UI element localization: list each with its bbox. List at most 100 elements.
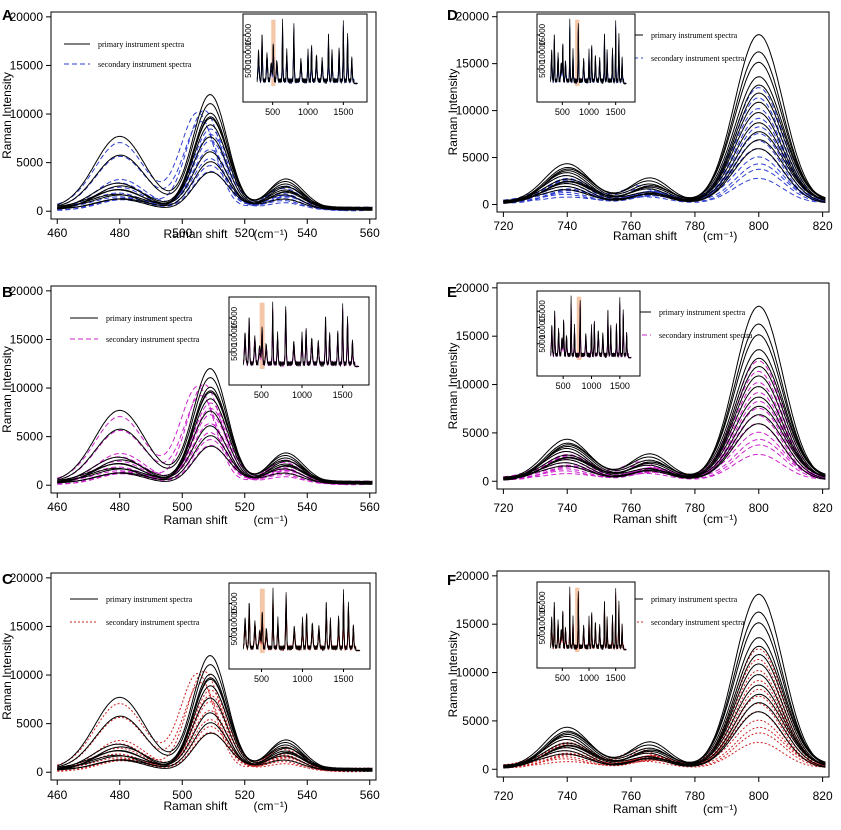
legend-secondary-label: secondary instrument spectra	[651, 54, 745, 63]
primary-spectrum-line	[503, 663, 826, 767]
inset-x-tick-label: 1000	[579, 673, 599, 683]
inset-y-tick-label: 5000	[244, 60, 253, 78]
secondary-spectrum-line	[57, 422, 373, 485]
y-axis-title: Raman Intensity	[0, 346, 14, 433]
secondary-spectrum-line	[57, 133, 373, 210]
primary-spectrum-line	[57, 117, 373, 211]
inset-y-tick-label: 10000	[244, 40, 253, 63]
inset-y-tick-label: 15000	[230, 592, 239, 615]
y-tick-label: 15000	[456, 617, 490, 631]
legend-secondary-label: secondary instrument spectra	[106, 618, 200, 627]
inset-x-tick-label: 1500	[333, 107, 353, 117]
inset-highlight-band	[576, 296, 582, 360]
y-tick-label: 15000	[10, 332, 44, 346]
legend-secondary-label: secondary instrument spectra	[659, 331, 753, 340]
inset-primary-spectrum	[256, 18, 358, 85]
primary-spectrum-line	[503, 702, 826, 768]
x-tick-label: 740	[557, 789, 577, 803]
inset-y-tick-label: 10000	[230, 323, 239, 346]
primary-spectrum-line	[503, 711, 826, 768]
x-tick-label: 720	[493, 501, 513, 515]
legend: primary instrument spectra secondary inst…	[70, 314, 200, 344]
primary-spectrum-line	[503, 305, 826, 479]
secondary-spectrum-line	[503, 381, 826, 479]
x-tick-label: 760	[621, 789, 641, 803]
primary-spectrum-line	[57, 391, 373, 485]
x-tick-label: 540	[297, 226, 317, 240]
primary-spectrum-line	[57, 151, 373, 211]
inset-y-tick-label: 10000	[230, 608, 239, 631]
primary-spectrum-line	[503, 611, 826, 767]
primary-spectrum-line	[503, 357, 826, 481]
legend: primary instrument spectra secondary inst…	[70, 595, 200, 627]
secondary-spectrum-line	[57, 670, 373, 771]
y-tick-label: 10000	[456, 104, 490, 118]
secondary-spectrum-line	[503, 407, 826, 480]
x-tick-label: 540	[297, 788, 317, 802]
y-tick-label: 20000	[456, 10, 490, 24]
y-tick-label: 20000	[10, 10, 44, 24]
x-tick-label: 560	[360, 788, 380, 802]
plot-frame	[50, 285, 377, 494]
primary-spectrum-line	[57, 93, 373, 210]
inset-x-tick-label: 500	[555, 673, 570, 683]
secondary-spectrum-line	[57, 407, 373, 484]
primary-spectrum-line	[503, 365, 826, 480]
primary-spectrum-line	[503, 323, 826, 479]
secondary-spectrum-line	[503, 163, 826, 204]
y-axis-title: Raman Intensity	[0, 633, 14, 720]
x-axis-unit: (cm⁻¹)	[254, 513, 288, 527]
inset-x-tick-label: 1000	[581, 381, 601, 391]
y-tick-label: 20000	[10, 284, 44, 298]
inset-y-tick-label: 15000	[538, 300, 547, 323]
x-tick-label: 500	[172, 226, 192, 240]
x-axis-title: Raman shift	[163, 799, 228, 813]
primary-spectrum-line	[503, 375, 826, 479]
y-tick-label: 0	[482, 197, 489, 211]
secondary-spectrum-line	[57, 694, 373, 771]
primary-spectrum-line	[57, 678, 373, 772]
inset-x-tick-label: 1500	[610, 381, 630, 391]
y-axis-title: Raman Intensity	[0, 72, 14, 159]
y-tick-label: 10000	[10, 381, 44, 395]
inset-x-tick-label: 1000	[292, 674, 312, 684]
x-tick-label: 740	[557, 219, 577, 233]
x-tick-label: 820	[813, 789, 833, 803]
inset-x-tick-label: 500	[254, 674, 269, 684]
primary-spectrum-line	[503, 593, 826, 767]
inset-x-tick-label: 1500	[606, 107, 626, 117]
x-axis-title: Raman shift	[613, 229, 678, 243]
y-axis-title: Raman Intensity	[446, 631, 460, 718]
legend: primary instrument spectra secondary inst…	[633, 595, 745, 627]
secondary-spectrum-line	[503, 177, 826, 203]
secondary-spectrum-line	[57, 158, 373, 211]
x-tick-label: 780	[685, 501, 705, 515]
legend-secondary-label: secondary instrument spectra	[651, 618, 745, 627]
inset-highlight-band	[575, 19, 580, 87]
primary-spectrum-line	[503, 34, 826, 202]
panel-letter: A	[2, 7, 13, 24]
y-tick-label: 5000	[16, 430, 43, 444]
inset-primary-spectrum	[550, 586, 627, 651]
x-axis-title: Raman shift	[613, 802, 678, 816]
x-tick-label: 720	[493, 789, 513, 803]
y-tick-label: 5000	[462, 426, 489, 440]
secondary-spectrum-line	[57, 402, 373, 485]
inset-frame	[228, 296, 370, 386]
primary-spectrum-line	[503, 139, 826, 203]
secondary-spectrum-line	[57, 439, 373, 485]
secondary-spectrum-line	[503, 732, 826, 768]
x-axis-unit: (cm⁻¹)	[703, 229, 737, 243]
primary-spectrum-line	[503, 423, 826, 480]
spectra-group	[503, 593, 826, 769]
y-tick-label: 0	[36, 478, 43, 492]
